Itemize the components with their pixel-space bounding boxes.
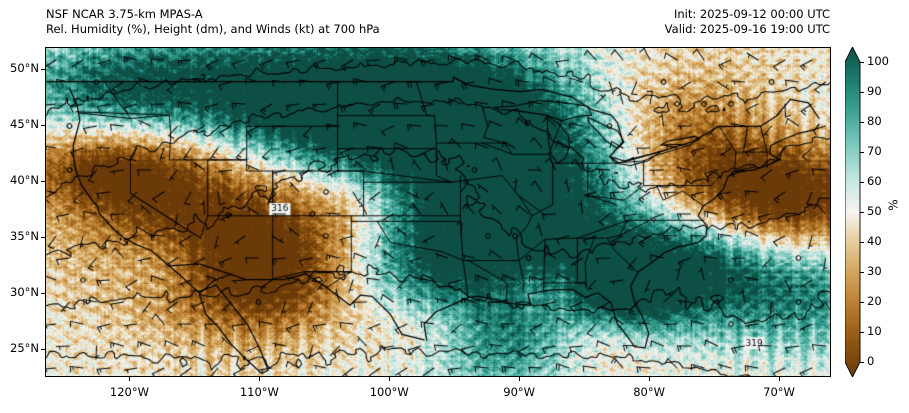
map-plot-area xyxy=(45,47,831,377)
colorbar-tick-label: 20 xyxy=(867,294,882,308)
figure-title-left: NSF NCAR 3.75-km MPAS-A Rel. Humidity (%… xyxy=(46,7,380,37)
lat-tick-mark xyxy=(41,125,45,127)
model-name: NSF NCAR 3.75-km MPAS-A xyxy=(46,7,203,21)
lat-tick-label: 40°N xyxy=(10,173,39,188)
colorbar-tick-label: 0 xyxy=(867,354,875,368)
colorbar-tick-label: 100 xyxy=(867,54,889,68)
lon-tick-mark xyxy=(259,377,261,381)
colorbar-tick-mark xyxy=(860,272,864,273)
lon-tick-label: 70°W xyxy=(763,385,795,399)
colorbar-tick-mark xyxy=(860,152,864,153)
lat-tick-label: 35°N xyxy=(10,229,39,244)
colorbar-tick-mark xyxy=(860,362,864,363)
lon-tick-label: 80°W xyxy=(633,385,665,399)
colorbar-tick-mark xyxy=(860,62,864,63)
colorbar-tick-mark xyxy=(860,212,864,213)
colorbar-tick-label: 80 xyxy=(867,114,882,128)
lat-tick-mark xyxy=(41,293,45,295)
colorbar-tick-mark xyxy=(860,92,864,93)
colorbar-tick-label: 30 xyxy=(867,264,882,278)
colorbar-tick-mark xyxy=(860,302,864,303)
colorbar-tick-mark xyxy=(860,182,864,183)
lat-tick-label: 45°N xyxy=(10,117,39,132)
lat-tick-mark xyxy=(41,349,45,351)
lon-tick-mark xyxy=(649,377,651,381)
field-description: Rel. Humidity (%), Height (dm), and Wind… xyxy=(46,22,380,36)
colorbar-unit-label: % xyxy=(886,199,901,211)
colorbar-tick-label: 90 xyxy=(867,84,882,98)
lon-tick-mark xyxy=(129,377,131,381)
colorbar-tick-label: 40 xyxy=(867,234,882,248)
colorbar-tick-label: 70 xyxy=(867,144,882,158)
relative-humidity-field xyxy=(46,48,830,376)
lat-tick-label: 25°N xyxy=(10,341,39,356)
lat-tick-mark xyxy=(41,69,45,71)
colorbar-tick-label: 60 xyxy=(867,174,882,188)
figure-title-right: Init: 2025-09-12 00:00 UTC Valid: 2025-0… xyxy=(665,7,830,37)
lon-tick-mark xyxy=(389,377,391,381)
lat-tick-label: 50°N xyxy=(10,61,39,76)
lat-tick-label: 30°N xyxy=(10,285,39,300)
colorbar-tick-mark xyxy=(860,242,864,243)
lon-tick-mark xyxy=(779,377,781,381)
lon-tick-label: 120°W xyxy=(109,385,149,399)
lon-tick-label: 90°W xyxy=(503,385,536,399)
init-time: Init: 2025-09-12 00:00 UTC xyxy=(674,7,830,21)
lon-tick-mark xyxy=(519,377,521,381)
lat-tick-mark xyxy=(41,237,45,239)
lat-tick-mark xyxy=(41,181,45,183)
colorbar xyxy=(845,47,861,377)
lon-tick-label: 100°W xyxy=(369,385,409,399)
colorbar-tick-mark xyxy=(860,122,864,123)
colorbar-tick-label: 10 xyxy=(867,324,882,338)
colorbar-tick-label: 50 xyxy=(867,204,882,218)
lon-tick-label: 110°W xyxy=(239,385,279,399)
valid-time: Valid: 2025-09-16 19:00 UTC xyxy=(664,22,830,36)
colorbar-tick-mark xyxy=(860,332,864,333)
